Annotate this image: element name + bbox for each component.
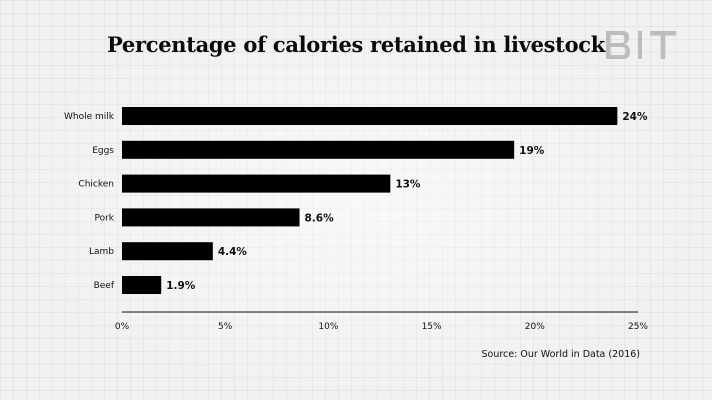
x-tick-label: 10% [318, 322, 338, 332]
ticks-layer: 0% 5% 10% 15% 20% 25% [115, 322, 649, 332]
category-label: Chicken [78, 180, 114, 190]
bar [122, 208, 300, 227]
category-label: Lamb [89, 247, 114, 257]
category-label: Pork [94, 213, 114, 223]
brand-logo [606, 31, 676, 59]
category-label: Whole milk [64, 112, 115, 122]
source-note: Source: Our World in Data (2016) [481, 349, 641, 360]
x-tick-label: 25% [628, 322, 648, 332]
bar-value-label: 4.4% [218, 246, 248, 258]
bar [122, 174, 391, 193]
x-tick-label: 0% [115, 322, 130, 332]
bar [122, 140, 515, 159]
bar-value-label: 13% [395, 179, 421, 191]
x-tick-label: 15% [422, 322, 442, 332]
bar [122, 276, 162, 294]
bar [122, 242, 213, 261]
category-label: Eggs [92, 146, 114, 156]
bar [122, 107, 618, 125]
x-tick-label: 5% [218, 322, 233, 332]
bars-layer: Whole milk 24% Eggs 19% Chicken 13% Pork 8.6% La… [64, 107, 648, 294]
bar-value-label: 8.6% [305, 212, 335, 224]
x-tick-label: 20% [525, 322, 545, 332]
bar-value-label: 19% [519, 145, 545, 157]
bar-value-label: 1.9% [166, 280, 196, 292]
chart-title: Percentage of calories retained in lives… [106, 32, 606, 57]
bar-value-label: 24% [622, 111, 648, 123]
category-label: Beef [94, 281, 115, 291]
